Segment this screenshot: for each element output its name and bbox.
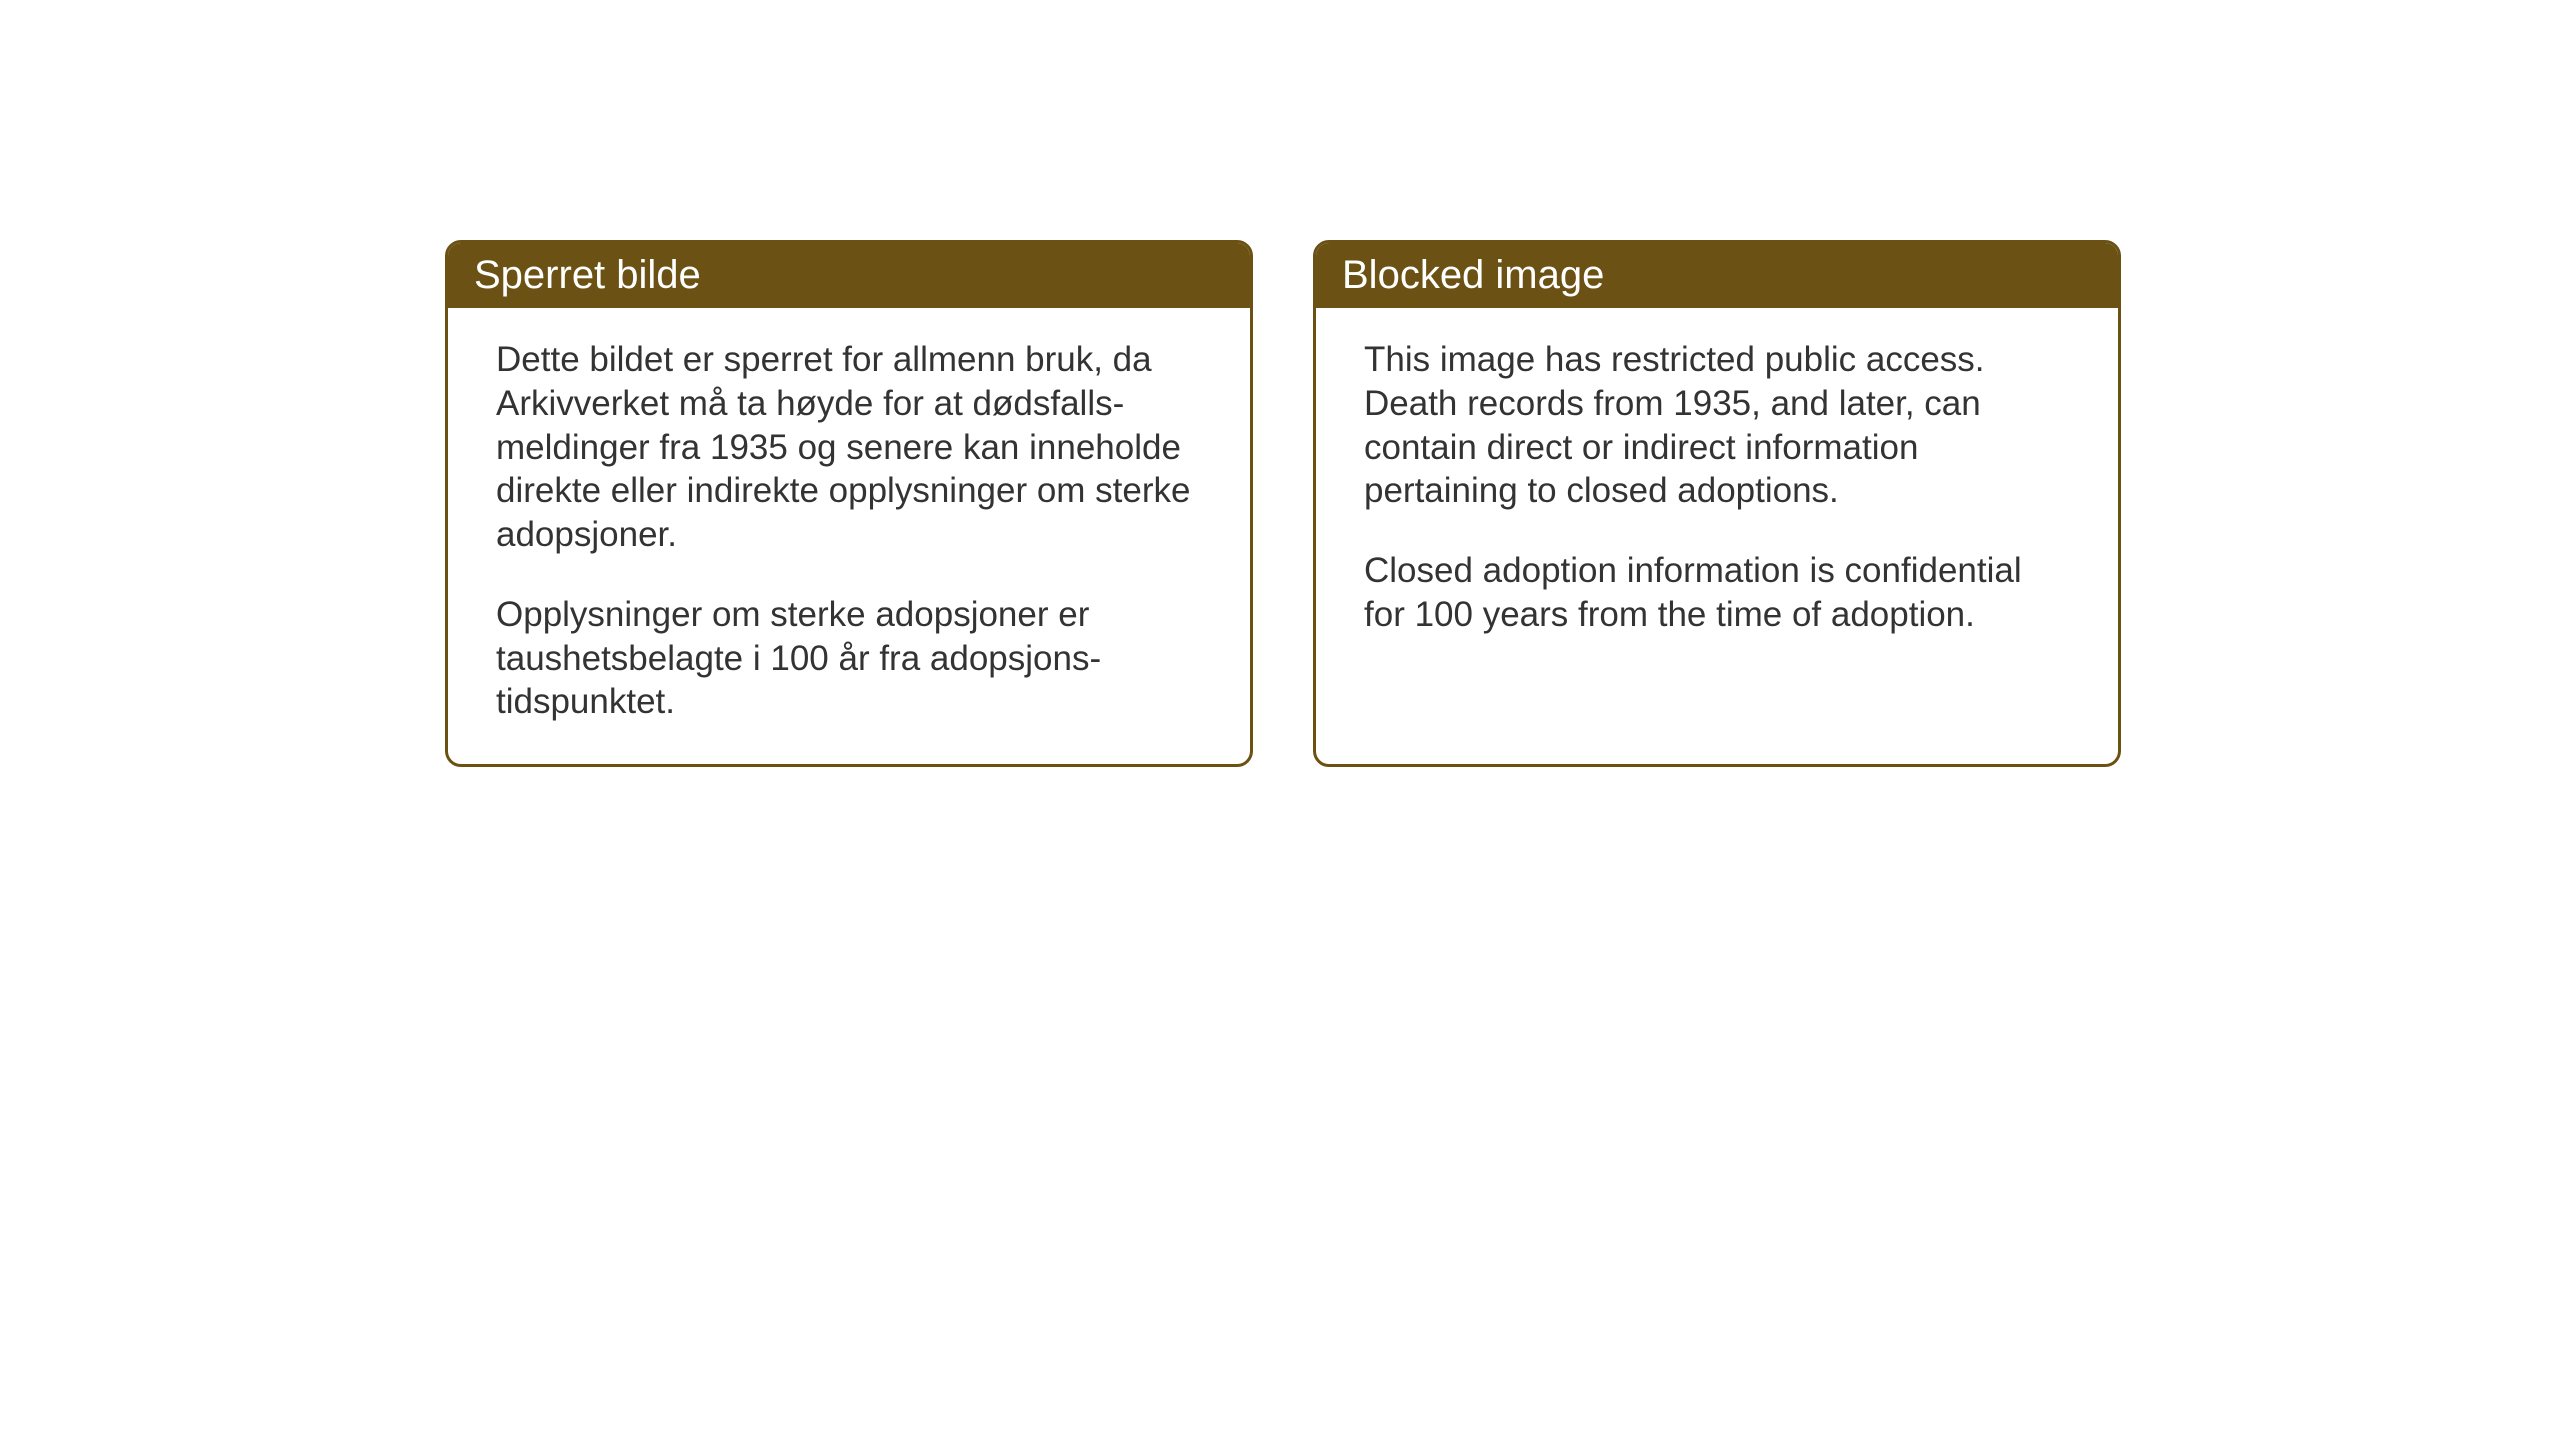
card-title-norwegian: Sperret bilde xyxy=(474,253,701,297)
notice-card-norwegian: Sperret bilde Dette bildet er sperret fo… xyxy=(445,240,1253,767)
card-body-english: This image has restricted public access.… xyxy=(1316,308,2118,728)
notice-container: Sperret bilde Dette bildet er sperret fo… xyxy=(445,240,2121,767)
card-paragraph-2-english: Closed adoption information is confident… xyxy=(1364,549,2070,637)
notice-card-english: Blocked image This image has restricted … xyxy=(1313,240,2121,767)
card-paragraph-1-english: This image has restricted public access.… xyxy=(1364,338,2070,513)
card-paragraph-1-norwegian: Dette bildet er sperret for allmenn bruk… xyxy=(496,338,1202,557)
card-header-english: Blocked image xyxy=(1316,243,2118,308)
card-paragraph-2-norwegian: Opplysninger om sterke adopsjoner er tau… xyxy=(496,593,1202,724)
card-title-english: Blocked image xyxy=(1342,253,1604,297)
card-header-norwegian: Sperret bilde xyxy=(448,243,1250,308)
card-body-norwegian: Dette bildet er sperret for allmenn bruk… xyxy=(448,308,1250,764)
